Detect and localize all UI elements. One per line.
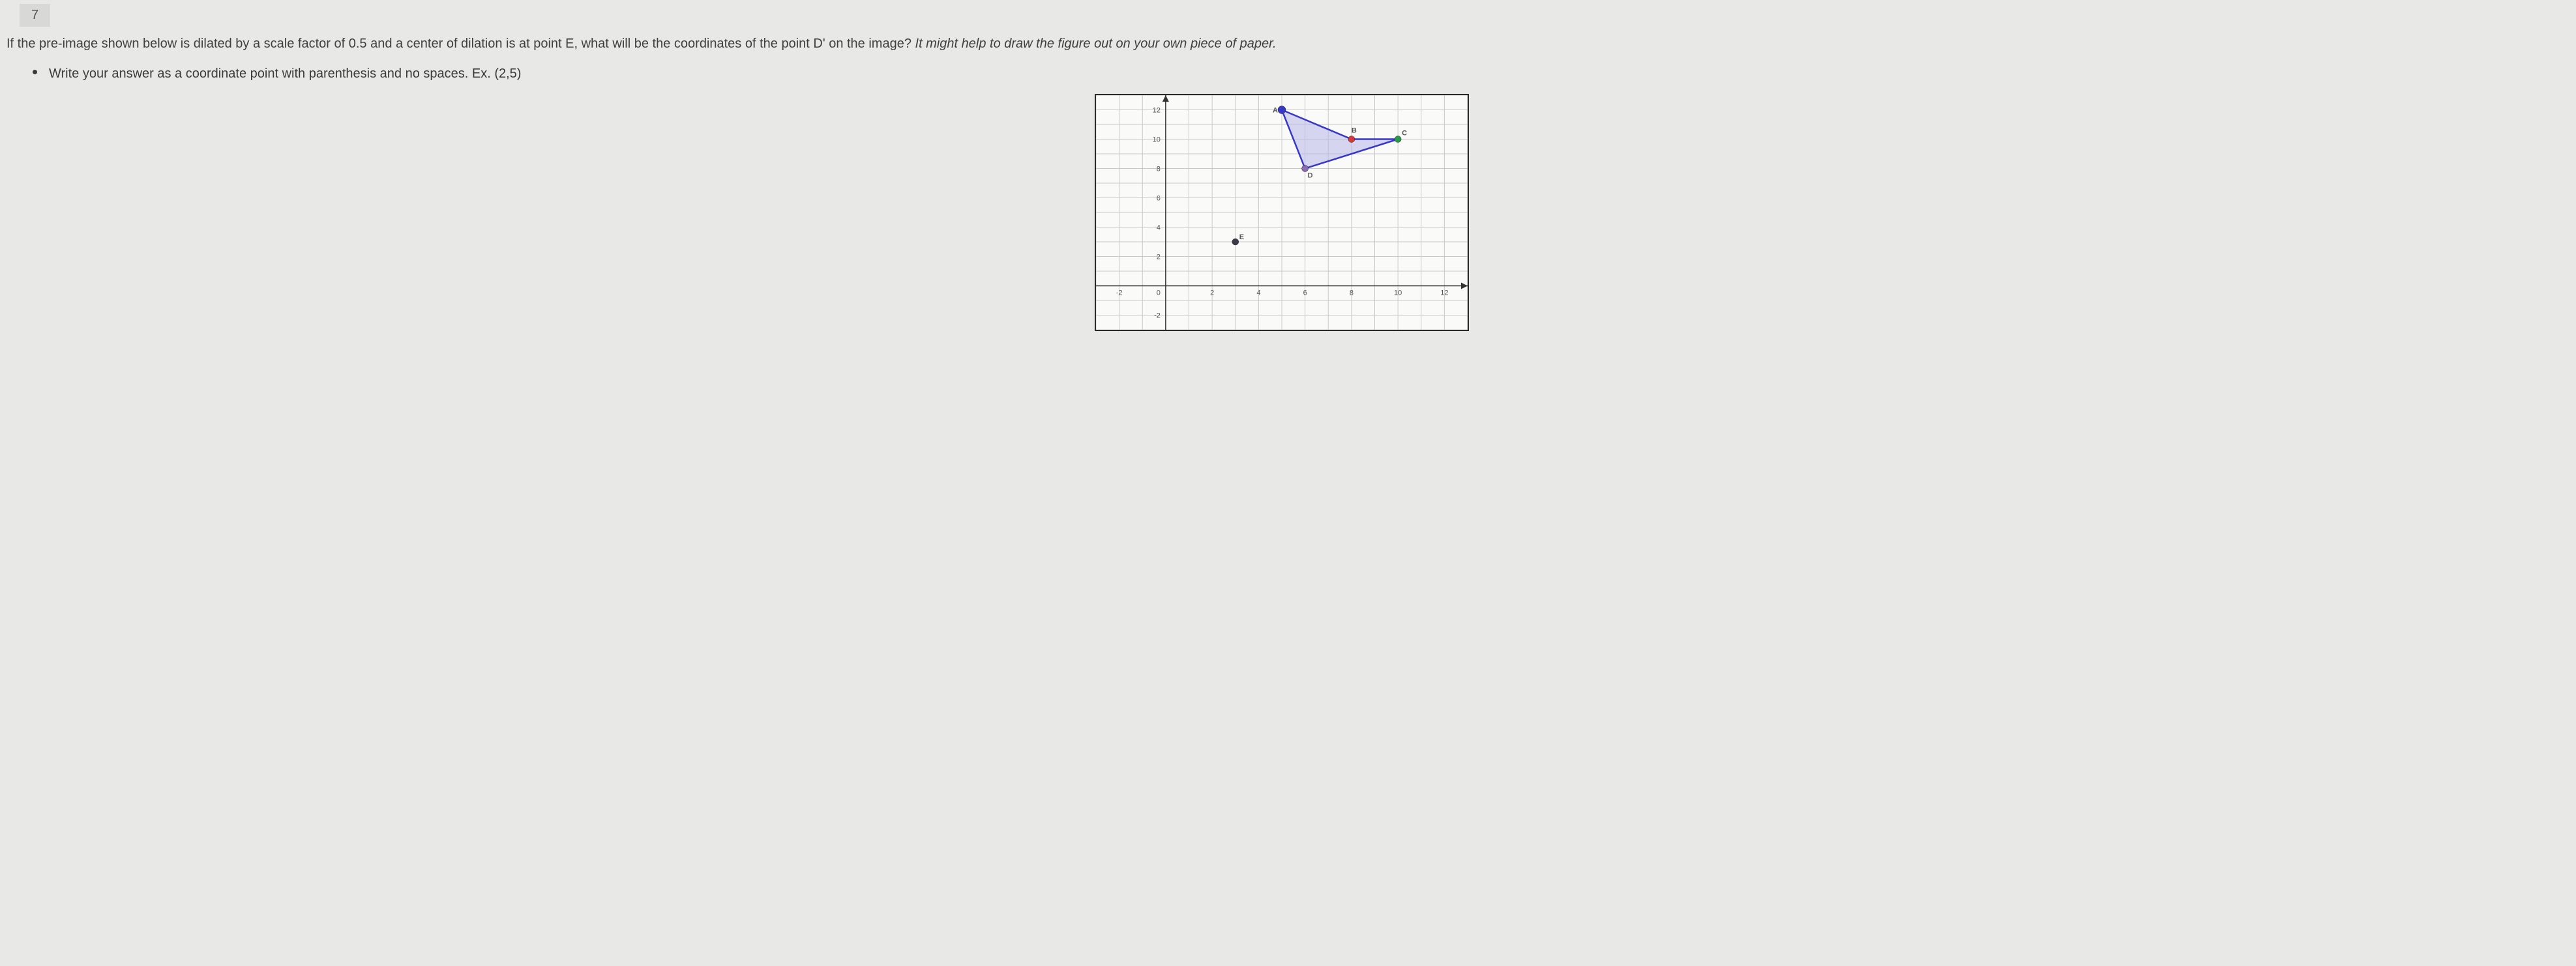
hint-text: It might help to draw the figure out on … <box>915 37 1277 51</box>
svg-text:-2: -2 <box>1116 289 1122 297</box>
question-prompt: If the pre-image shown below is dilated … <box>7 33 2556 54</box>
svg-text:10: 10 <box>1152 136 1160 144</box>
svg-text:8: 8 <box>1156 166 1160 173</box>
svg-text:B: B <box>1351 127 1356 135</box>
graph-container: -2 2 4 6 8 10 12 -2 2 4 6 8 10 12 0 A B C D E <box>7 94 2556 331</box>
svg-text:4: 4 <box>1256 289 1260 297</box>
svg-text:10: 10 <box>1394 289 1402 297</box>
question-body: If the pre-image shown below is dilated … <box>0 27 2576 344</box>
bullet-icon <box>33 70 37 74</box>
svg-text:12: 12 <box>1152 107 1160 115</box>
svg-text:6: 6 <box>1156 195 1160 203</box>
svg-text:2: 2 <box>1156 254 1160 261</box>
svg-text:8: 8 <box>1349 289 1353 297</box>
svg-text:C: C <box>1402 130 1407 138</box>
instruction-bullet: Write your answer as a coordinate point … <box>33 63 2556 84</box>
svg-text:4: 4 <box>1156 224 1160 232</box>
svg-text:A: A <box>1273 107 1278 115</box>
question-number-badge: 7 <box>20 4 50 27</box>
svg-text:12: 12 <box>1440 289 1448 297</box>
svg-text:D: D <box>1307 172 1312 180</box>
svg-text:E: E <box>1239 233 1243 241</box>
svg-text:2: 2 <box>1210 289 1214 297</box>
svg-text:6: 6 <box>1303 289 1307 297</box>
bullet-text: Write your answer as a coordinate point … <box>49 63 521 84</box>
svg-text:0: 0 <box>1156 289 1160 297</box>
prompt-text: If the pre-image shown below is dilated … <box>7 37 915 51</box>
svg-text:-2: -2 <box>1154 312 1161 320</box>
coordinate-graph: -2 2 4 6 8 10 12 -2 2 4 6 8 10 12 0 A B C D E <box>1096 95 1468 330</box>
graph-frame: -2 2 4 6 8 10 12 -2 2 4 6 8 10 12 0 A B C D E <box>1095 94 1469 331</box>
